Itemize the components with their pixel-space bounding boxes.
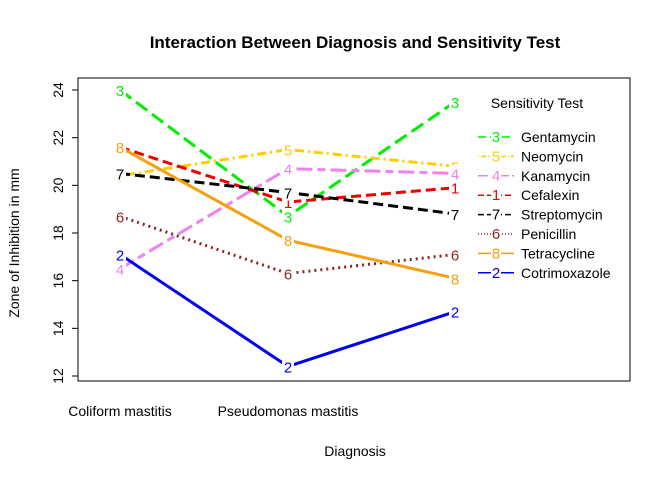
- legend-symbol: 1: [492, 187, 500, 204]
- chart-title: Interaction Between Diagnosis and Sensit…: [150, 33, 561, 52]
- legend: 3 Gentamycin 5 Neomycin 4 Kanamycin 1 Cefalexin…: [478, 129, 611, 282]
- point-marker-bg: [114, 260, 126, 277]
- y-tick-label: 14: [50, 320, 66, 336]
- point-symbol: 7: [284, 185, 292, 202]
- legend-symbol: 2: [492, 265, 500, 282]
- series-line: [119, 214, 456, 276]
- point-marker-bg: [282, 265, 294, 282]
- point-marker-bg: [449, 179, 461, 196]
- point-symbol: 3: [116, 83, 124, 100]
- point-marker-bg: [282, 184, 294, 201]
- legend-label: Gentamycin: [521, 129, 596, 145]
- legend-label: Streptomycin: [521, 207, 603, 223]
- legend-label: Penicillin: [521, 226, 576, 242]
- point-marker-bg: [114, 208, 126, 225]
- series-lines: [119, 88, 456, 369]
- point-marker-bg: [449, 205, 461, 222]
- point-symbol: 4: [284, 162, 292, 179]
- point-marker-bg: [282, 160, 294, 177]
- legend-symbol-bg: [491, 168, 501, 183]
- point-symbol: 6: [284, 267, 292, 284]
- legend-symbol-bg: [491, 246, 501, 261]
- y-tick-label: 12: [50, 368, 66, 384]
- y-tick-label: 18: [50, 225, 66, 241]
- point-symbol: 1: [284, 195, 292, 212]
- y-tick-label: 16: [50, 273, 66, 289]
- y-tick-label: 24: [50, 82, 66, 98]
- legend-symbol-bg: [491, 227, 501, 241]
- legend-symbol-bg: [491, 207, 501, 222]
- point-symbol: 5: [284, 143, 292, 160]
- series-line: [119, 145, 456, 204]
- point-marker-bg: [449, 246, 461, 263]
- legend-symbol: 3: [492, 129, 500, 146]
- legend-label: Neomycin: [521, 148, 583, 164]
- point-marker-bg: [114, 139, 126, 156]
- point-symbol: 1: [451, 181, 459, 198]
- y-axis: 12 14 16 18 20 22 24: [50, 82, 79, 384]
- legend-title: Sensitivity Test: [491, 95, 583, 111]
- point-marker-bg: [282, 232, 294, 249]
- point-symbol: 4: [451, 166, 459, 183]
- legend-symbol-bg: [491, 149, 501, 164]
- legend-symbol-bg: [491, 130, 501, 144]
- point-symbol: 7: [116, 166, 124, 183]
- legend-label: Tetracycline: [521, 245, 595, 261]
- x-axis-label: Diagnosis: [324, 443, 385, 459]
- point-marker-bg: [449, 165, 461, 182]
- point-symbol: 3: [451, 95, 459, 112]
- point-symbol: 8: [284, 233, 292, 250]
- point-marker-bg: [282, 141, 294, 158]
- point-marker-bg: [114, 165, 126, 182]
- point-symbol: 6: [116, 209, 124, 226]
- point-symbol: 4: [116, 262, 124, 279]
- point-marker-bg: [114, 82, 126, 98]
- point-marker-bg: [449, 93, 461, 110]
- legend-symbol-bg: [491, 265, 501, 280]
- point-symbol: 2: [451, 305, 459, 322]
- point-symbol: 6: [451, 247, 459, 264]
- x-tick-label: Pseudomonas mastitis: [218, 403, 359, 419]
- point-symbol: 8: [451, 271, 459, 288]
- y-tick-label: 20: [50, 177, 66, 193]
- legend-label: Cefalexin: [521, 187, 579, 203]
- point-symbol: 2: [116, 247, 124, 264]
- point-marker-bg: [282, 358, 294, 375]
- legend-symbol: 7: [492, 207, 500, 224]
- legend-symbol-bg: [491, 188, 501, 203]
- legend-symbol: 4: [492, 168, 500, 185]
- legend-label: Cotrimoxazole: [521, 265, 611, 281]
- point-marker-bg: [114, 246, 126, 263]
- legend-symbol: 5: [492, 148, 500, 165]
- x-axis: Coliform mastitis Pseudomonas mastitis: [68, 403, 358, 419]
- point-symbol: 7: [451, 207, 459, 224]
- legend-label: Kanamycin: [521, 168, 590, 184]
- x-tick-label: Coliform mastitis: [68, 403, 171, 419]
- legend-symbol: 8: [492, 245, 500, 262]
- legend-symbol: 6: [492, 226, 500, 243]
- y-axis-label: Zone of Inhibition in mm: [6, 168, 22, 317]
- point-marker-bg: [282, 208, 294, 225]
- point-marker-bg: [449, 303, 461, 320]
- point-symbol: 2: [284, 359, 292, 376]
- point-marker-bg: [449, 270, 461, 287]
- point-labels: 333555444111777666888222: [114, 82, 461, 376]
- point-symbol: 8: [116, 140, 124, 157]
- y-tick-label: 22: [50, 130, 66, 146]
- point-symbol: 3: [284, 209, 292, 226]
